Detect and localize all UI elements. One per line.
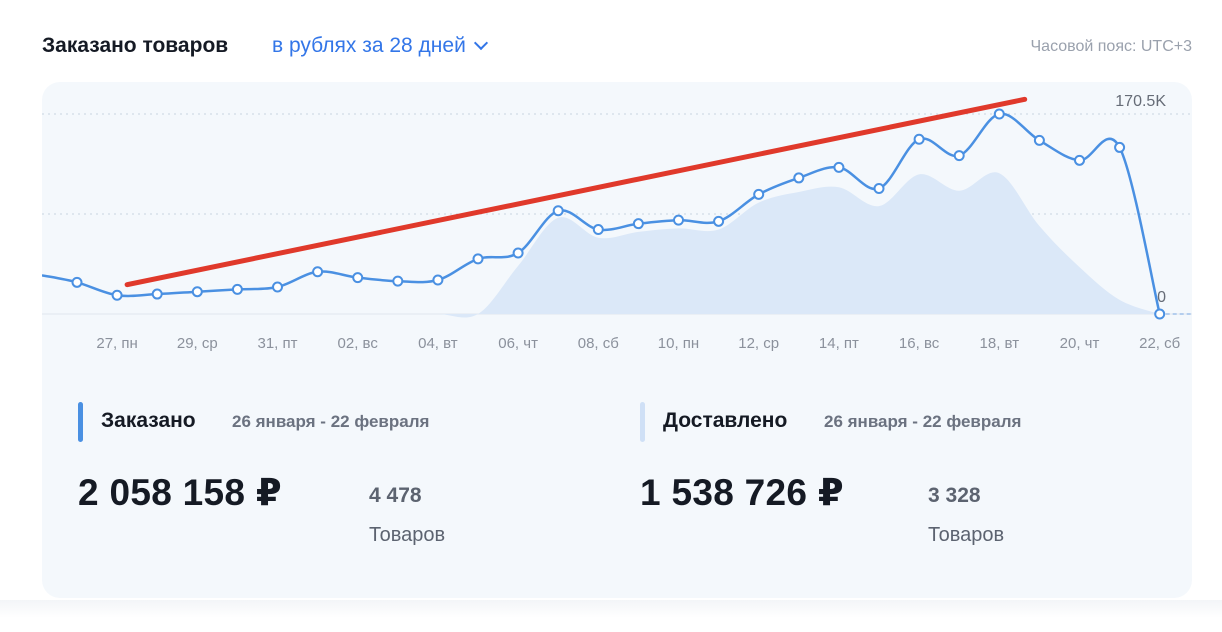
ordered-amount: 2 058 158 ₽	[78, 472, 282, 513]
delivered-legend-marker	[640, 402, 645, 442]
y-tick-label: 170.5K	[1115, 93, 1166, 110]
x-tick-label: 18, вт	[980, 335, 1020, 352]
x-tick-label: 06, чт	[498, 335, 538, 352]
stats-panel: Заказано 26 января - 22 февраля 2 058 15…	[42, 400, 1192, 580]
x-tick-label: 27, пн	[96, 335, 137, 352]
ordered-point	[71, 276, 83, 288]
chart-header: Заказано товаров в рублях за 28 дней Час…	[42, 34, 1192, 66]
x-tick-label: 20, чт	[1060, 335, 1100, 352]
ordered-point	[392, 275, 404, 287]
ordered-point	[472, 253, 484, 265]
x-tick-label: 22, сб	[1139, 335, 1180, 352]
x-tick-label: 10, пн	[658, 335, 699, 352]
ordered-point	[632, 218, 644, 230]
ordered-count: 4 478	[369, 484, 422, 507]
ordered-point	[1074, 154, 1085, 166]
ordered-point	[1033, 134, 1045, 146]
ordered-count-unit: Товаров	[369, 524, 446, 546]
ordered-label: Заказано	[101, 409, 196, 432]
ordered-legend-marker	[78, 402, 83, 442]
chart-card: 0 170.5K 27, пн 29, ср 31, пт 02, вс 04, вт 06,…	[42, 82, 1192, 598]
delivered-count: 3 328	[928, 484, 981, 507]
ordered-point	[272, 281, 283, 293]
timezone-label: Часовой пояс: UTC+3	[1030, 38, 1192, 55]
period-selector-label[interactable]: в рублях за 28 дней	[272, 34, 466, 57]
ordered-point	[953, 150, 965, 162]
chart-title: Заказано товаров	[42, 34, 229, 57]
ordered-point	[993, 108, 1005, 120]
x-tick-label: 08, сб	[578, 335, 619, 352]
ordered-point	[793, 172, 805, 184]
x-tick-label: 04, вт	[418, 335, 458, 352]
chevron-down-icon[interactable]	[473, 35, 488, 51]
ordered-point	[873, 182, 885, 194]
delivered-label: Доставлено	[663, 409, 788, 432]
ordered-point	[231, 283, 243, 295]
x-tick-label: 16, вс	[899, 335, 940, 352]
delivered-date-range: 26 января - 22 февраля	[824, 412, 1022, 431]
ordered-point	[1154, 308, 1166, 320]
ordered-point	[151, 288, 163, 300]
orders-chart: 0 170.5K 27, пн 29, ср 31, пт 02, вс 04, вт 06,…	[42, 93, 1192, 352]
page-footer-shadow	[0, 600, 1222, 618]
x-tick-label: 31, пт	[257, 335, 297, 352]
ordered-point	[833, 161, 845, 173]
x-tick-label: 02, вс	[338, 335, 379, 352]
delivered-amount: 1 538 726 ₽	[640, 472, 844, 513]
delivered-area	[77, 172, 1160, 318]
x-tick-label: 14, пт	[819, 335, 859, 352]
ordered-point	[191, 286, 203, 298]
ordered-point	[753, 188, 765, 200]
ordered-point	[512, 247, 524, 259]
ordered-point	[713, 215, 725, 227]
y-tick-label: 0	[1157, 289, 1166, 306]
ordered-point	[432, 274, 444, 286]
period-selector[interactable]: в рублях за 28 дней	[272, 34, 488, 58]
ordered-point	[352, 272, 364, 284]
delivered-count-unit: Товаров	[928, 524, 1005, 546]
ordered-date-range: 26 января - 22 февраля	[232, 412, 430, 431]
x-tick-label: 29, ср	[177, 335, 218, 352]
ordered-point	[312, 266, 324, 278]
ordered-point	[1114, 141, 1126, 153]
ordered-point	[552, 205, 564, 217]
ordered-point	[913, 133, 925, 145]
ordered-point	[673, 214, 684, 226]
ordered-point	[592, 224, 604, 236]
x-tick-label: 12, ср	[738, 335, 779, 352]
ordered-point	[111, 289, 123, 301]
trend-annotation-line	[124, 96, 1028, 288]
